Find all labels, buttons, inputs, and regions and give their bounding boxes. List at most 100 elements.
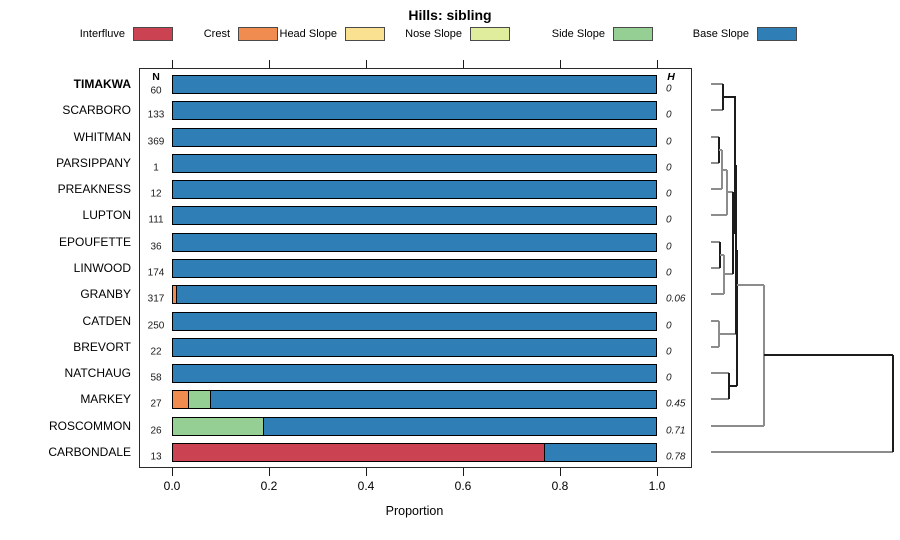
legend-swatch-crest — [238, 27, 278, 41]
legend-swatch-head-slope — [345, 27, 385, 41]
bar-segment-base-slope — [210, 389, 657, 409]
row-label-epoufette: EPOUFETTE — [58, 235, 131, 249]
h-value-catden: 0 — [666, 320, 672, 332]
n-value-roscommon: 26 — [150, 425, 162, 437]
row-label-markey: MARKEY — [80, 392, 131, 406]
bar-segment-crest — [172, 389, 189, 409]
h-value-preakness: 0 — [666, 188, 672, 200]
bar-segment-side-slope — [188, 389, 211, 409]
h-value-carbondale: 0.78 — [666, 451, 686, 463]
x-tick-label-0.2: 0.2 — [260, 479, 278, 493]
n-value-whitman: 369 — [147, 136, 165, 148]
row-label-whitman: WHITMAN — [73, 130, 131, 144]
bar-scarboro — [172, 100, 657, 120]
legend-swatch-interfluve — [133, 27, 173, 41]
row-label-natchaug: NATCHAUG — [64, 366, 131, 380]
n-column-header: N — [152, 71, 160, 83]
legend-label-head-slope: Head Slope — [279, 28, 338, 40]
bar-segment-base-slope — [172, 337, 657, 357]
row-label-scarboro: SCARBORO — [62, 103, 131, 117]
x-tick-top-0.2 — [269, 60, 270, 68]
bar-segment-base-slope — [172, 179, 657, 199]
bar-segment-base-slope — [172, 100, 657, 120]
bar-catden — [172, 311, 657, 331]
x-tick-bottom-0.4 — [366, 468, 367, 476]
bar-parsippany — [172, 153, 657, 173]
row-label-granby: GRANBY — [80, 287, 131, 301]
bar-epoufette — [172, 232, 657, 252]
x-tick-bottom-0.6 — [463, 468, 464, 476]
row-label-roscommon: ROSCOMMON — [49, 419, 131, 433]
bar-segment-interfluve — [172, 442, 546, 462]
x-tick-label-0.4: 0.4 — [357, 479, 375, 493]
bar-whitman — [172, 127, 657, 147]
x-tick-label-0.6: 0.6 — [454, 479, 472, 493]
legend-label-side-slope: Side Slope — [551, 28, 605, 40]
legend-label-crest: Crest — [203, 28, 230, 40]
n-value-lupton: 111 — [148, 214, 164, 226]
bar-segment-base-slope — [176, 284, 657, 304]
h-value-timakwa: 0 — [666, 83, 672, 95]
row-label-timakwa: TIMAKWA — [73, 77, 131, 91]
x-tick-label-0.8: 0.8 — [551, 479, 569, 493]
n-value-catden: 250 — [147, 320, 165, 332]
bar-segment-base-slope — [545, 442, 657, 462]
bar-segment-side-slope — [172, 416, 265, 436]
h-value-lupton: 0 — [666, 214, 672, 226]
bar-linwood — [172, 258, 657, 278]
legend-swatch-nose-slope — [470, 27, 510, 41]
h-value-parsippany: 0 — [666, 162, 672, 174]
bar-lupton — [172, 205, 657, 225]
x-tick-bottom-0.2 — [269, 468, 270, 476]
bar-granby — [172, 284, 657, 304]
n-value-linwood: 174 — [147, 267, 165, 279]
n-value-natchaug: 58 — [150, 372, 162, 384]
n-value-scarboro: 133 — [147, 109, 165, 121]
n-value-markey: 27 — [150, 398, 162, 410]
row-label-catden: CATDEN — [82, 314, 131, 328]
n-value-timakwa: 60 — [150, 85, 162, 97]
bar-natchaug — [172, 363, 657, 383]
row-label-preakness: PREAKNESS — [57, 182, 131, 196]
h-value-markey: 0.45 — [666, 398, 686, 410]
row-label-lupton: LUPTON — [82, 208, 131, 222]
chart-title: Hills: sibling — [408, 7, 492, 23]
row-label-parsippany: PARSIPPANY — [56, 156, 131, 170]
h-value-scarboro: 0 — [666, 109, 672, 121]
x-tick-top-0.4 — [366, 60, 367, 68]
x-tick-bottom-1.0 — [657, 468, 658, 476]
bar-carbondale — [172, 442, 657, 462]
h-value-natchaug: 0 — [666, 372, 672, 384]
h-value-epoufette: 0 — [666, 241, 672, 253]
bar-segment-base-slope — [172, 232, 657, 252]
bar-timakwa — [172, 74, 657, 94]
n-value-granby: 317 — [147, 293, 165, 305]
h-value-granby: 0.06 — [666, 293, 686, 305]
n-value-carbondale: 13 — [150, 451, 162, 463]
bar-roscommon — [172, 416, 657, 436]
n-value-parsippany: 1 — [153, 162, 159, 174]
bar-segment-base-slope — [172, 205, 657, 225]
legend-swatch-base-slope — [757, 27, 797, 41]
n-value-brevort: 22 — [150, 346, 162, 358]
h-value-whitman: 0 — [666, 136, 672, 148]
bar-segment-crest — [172, 284, 177, 304]
x-tick-label-0.0: 0.0 — [163, 479, 181, 493]
x-tick-top-0.0 — [172, 60, 173, 68]
legend-label-interfluve: Interfluve — [79, 28, 125, 40]
x-tick-label-1.0: 1.0 — [648, 479, 666, 493]
n-value-epoufette: 36 — [150, 241, 162, 253]
x-axis-title: Proportion — [385, 504, 444, 518]
bar-segment-base-slope — [172, 74, 657, 94]
legend-label-base-slope: Base Slope — [692, 28, 749, 40]
x-tick-top-0.8 — [560, 60, 561, 68]
row-label-brevort: BREVORT — [73, 340, 131, 354]
bar-segment-base-slope — [172, 127, 657, 147]
h-value-linwood: 0 — [666, 267, 672, 279]
bar-segment-base-slope — [172, 363, 657, 383]
bar-markey — [172, 389, 657, 409]
row-label-carbondale: CARBONDALE — [48, 445, 131, 459]
legend-swatch-side-slope — [613, 27, 653, 41]
h-value-roscommon: 0.71 — [666, 425, 686, 437]
x-tick-top-0.6 — [463, 60, 464, 68]
